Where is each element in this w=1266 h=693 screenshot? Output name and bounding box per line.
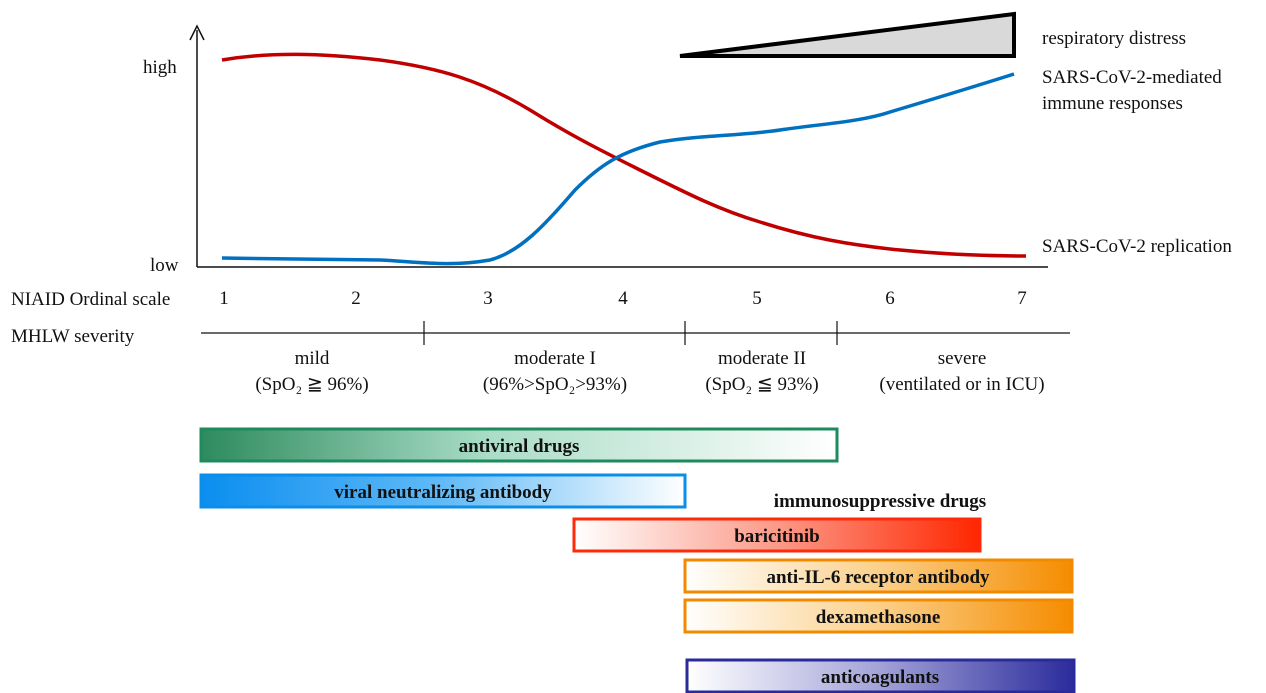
severity-moderate1-detail: (96%>SpO₂>93%) [483, 374, 627, 395]
anti-il6-label: anti-IL-6 receptor antibody [766, 567, 990, 588]
y-axis-low-label: low [150, 255, 179, 276]
severity-moderate2-name: moderate II [718, 348, 806, 369]
respiratory-distress-label: respiratory distress [1042, 28, 1186, 49]
niaid-tick: 6 [885, 288, 895, 309]
baricitinib-label: baricitinib [734, 526, 820, 547]
niaid-ticks: 1 2 3 4 5 6 7 [219, 288, 1027, 309]
niaid-tick: 3 [483, 288, 493, 309]
antiviral-drugs-label: antiviral drugs [459, 436, 580, 457]
immune-response-label-line1: SARS-CoV-2-mediated [1042, 67, 1222, 88]
niaid-tick: 4 [618, 288, 628, 309]
immune-response-label-line2: immune responses [1042, 93, 1183, 114]
immunosuppressive-drugs-label: immunosuppressive drugs [774, 491, 986, 512]
severity-moderate1-name: moderate I [514, 348, 596, 369]
antiviral-drugs-bar: antiviral drugs [199, 427, 839, 463]
anti-il6-bar: anti-IL-6 receptor antibody [683, 558, 1074, 594]
niaid-tick: 7 [1017, 288, 1027, 309]
niaid-tick: 5 [752, 288, 762, 309]
severity-severe-detail: (ventilated or in ICU) [879, 374, 1044, 395]
niaid-tick: 2 [351, 288, 361, 309]
severity-mild-name: mild [295, 348, 330, 369]
y-axis [189, 24, 205, 267]
severity-moderate2-detail: (SpO₂ ≦ 93%) [705, 374, 818, 395]
replication-label: SARS-CoV-2 replication [1042, 236, 1232, 257]
respiratory-distress-wedge [679, 11, 1016, 58]
neutralizing-antibody-bar: viral neutralizing antibody [199, 473, 687, 509]
dexamethasone-bar: dexamethasone [683, 598, 1074, 634]
neutralizing-antibody-label: viral neutralizing antibody [334, 482, 552, 503]
niaid-tick: 1 [219, 288, 229, 309]
dexamethasone-label: dexamethasone [816, 607, 941, 628]
anticoagulants-bar: anticoagulants [685, 658, 1076, 693]
immune-response-curve [221, 72, 1015, 266]
mhlw-severity-label: MHLW severity [11, 326, 135, 347]
niaid-scale-label: NIAID Ordinal scale [11, 289, 170, 310]
y-axis-high-label: high [143, 57, 177, 78]
baricitinib-bar: baricitinib [572, 517, 982, 553]
anticoagulants-label: anticoagulants [821, 667, 939, 688]
replication-curve [221, 52, 1027, 258]
severity-mild-detail: (SpO₂ ≧ 96%) [255, 374, 368, 395]
severity-timeline [201, 321, 1070, 345]
severity-severe-name: severe [938, 348, 987, 369]
